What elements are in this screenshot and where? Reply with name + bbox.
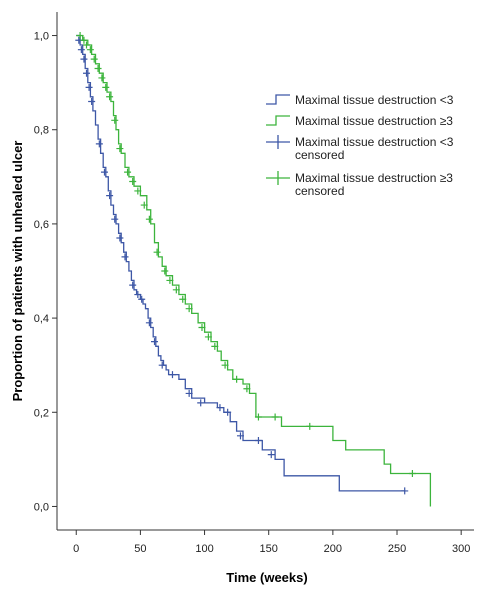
x-tick-label: 150 <box>260 543 278 555</box>
x-tick-label: 0 <box>73 543 79 555</box>
x-axis-title: Time (weeks) <box>226 570 307 585</box>
censored-mark-series-1 <box>204 333 212 341</box>
y-tick-label: 0,2 <box>34 407 49 419</box>
censored-mark-series-0 <box>134 291 142 299</box>
censored-mark-series-1 <box>408 469 416 477</box>
legend-label: Maximal tissue destruction ≥3 <box>295 114 453 128</box>
censored-mark-series-1 <box>179 295 187 303</box>
censored-mark-series-0 <box>111 215 119 223</box>
censored-mark-series-1 <box>198 324 206 332</box>
censored-mark-series-1 <box>116 145 124 153</box>
censored-mark-series-1 <box>145 215 153 223</box>
censored-mark-series-1 <box>134 187 142 195</box>
censored-mark-series-0 <box>267 451 275 459</box>
censored-mark-series-1 <box>161 267 169 275</box>
legend-label: censored <box>295 148 344 162</box>
legend-step-symbol <box>266 115 290 126</box>
censored-mark-series-1 <box>166 276 174 284</box>
censored-mark-series-1 <box>86 46 94 54</box>
censored-mark-series-0 <box>129 281 137 289</box>
censored-mark-series-1 <box>306 422 314 430</box>
x-tick-label: 50 <box>134 543 146 555</box>
censored-mark-series-1 <box>243 385 251 393</box>
censored-mark-series-0 <box>168 371 176 379</box>
censored-mark-series-0 <box>95 140 103 148</box>
censored-mark-series-0 <box>77 46 85 54</box>
legend-step-symbol <box>266 94 290 105</box>
y-tick-label: 0,0 <box>34 501 49 513</box>
axes: 0 50 100 150 200 250 300 0,0 0,2 0,4 0,6 0,8 1,0 <box>34 12 474 555</box>
legend-plus-symbol <box>266 135 290 149</box>
x-tick-label: 100 <box>195 543 213 555</box>
x-tick-label: 300 <box>452 543 470 555</box>
censored-mark-series-1 <box>185 305 193 313</box>
censored-mark-series-1 <box>111 116 119 124</box>
censored-mark-series-0 <box>138 295 146 303</box>
censored-mark-series-0 <box>401 487 409 495</box>
y-tick-label: 0,4 <box>34 313 49 325</box>
censored-mark-series-1 <box>211 342 219 350</box>
censored-mark-series-1 <box>94 65 102 73</box>
censored-mark-series-0 <box>197 399 205 407</box>
censored-mark-series-1 <box>271 413 279 421</box>
legend-label: Maximal tissue destruction <3 <box>295 93 454 107</box>
legend-label: Maximal tissue destruction <3 <box>295 135 454 149</box>
censored-mark-series-0 <box>158 361 166 369</box>
censored-mark-series-0 <box>185 389 193 397</box>
x-tick-label: 200 <box>324 543 342 555</box>
censored-mark-series-0 <box>254 437 262 445</box>
censored-mark-series-0 <box>121 253 129 261</box>
censored-mark-series-1 <box>254 413 262 421</box>
censored-mark-series-0 <box>100 168 108 176</box>
censored-mark-series-1 <box>102 83 110 91</box>
censored-mark-series-0 <box>85 83 93 91</box>
censored-mark-series-1 <box>124 168 132 176</box>
x-tick-label: 250 <box>388 543 406 555</box>
censored-mark-series-1 <box>106 93 114 101</box>
censored-mark-series-1 <box>233 375 241 383</box>
censored-mark-series-0 <box>216 404 224 412</box>
censored-mark-series-0 <box>224 408 232 416</box>
legend-plus-symbol <box>266 171 290 185</box>
censored-mark-series-1 <box>172 286 180 294</box>
km-curve-series-1 <box>76 34 432 507</box>
censored-mark-series-0 <box>236 432 244 440</box>
censored-mark-series-0 <box>116 234 124 242</box>
censored-mark-series-1 <box>76 32 84 40</box>
censored-mark-series-0 <box>88 97 96 105</box>
y-axis-title: Proportion of patients with unhealed ulc… <box>10 141 25 402</box>
censored-mark-series-1 <box>129 178 137 186</box>
legend: Maximal tissue destruction <3 Maximal tis… <box>266 93 454 198</box>
censored-mark-series-1 <box>80 36 88 44</box>
legend-label: Maximal tissue destruction ≥3 <box>295 171 453 185</box>
censored-mark-series-0 <box>83 69 91 77</box>
censored-mark-series-0 <box>106 192 114 200</box>
censored-mark-series-1 <box>221 361 229 369</box>
y-tick-label: 0,6 <box>34 219 49 231</box>
censored-mark-series-1 <box>83 41 91 49</box>
series-layer <box>75 32 432 507</box>
censored-mark-series-1 <box>98 74 106 82</box>
y-tick-label: 1,0 <box>34 31 49 43</box>
censored-mark-series-1 <box>153 248 161 256</box>
censored-mark-series-0 <box>151 338 159 346</box>
censored-mark-series-1 <box>90 55 98 63</box>
censored-mark-series-0 <box>145 319 153 327</box>
censored-mark-series-1 <box>140 201 148 209</box>
legend-label: censored <box>295 184 344 198</box>
y-tick-label: 0,8 <box>34 125 49 137</box>
censored-mark-series-0 <box>80 55 88 63</box>
